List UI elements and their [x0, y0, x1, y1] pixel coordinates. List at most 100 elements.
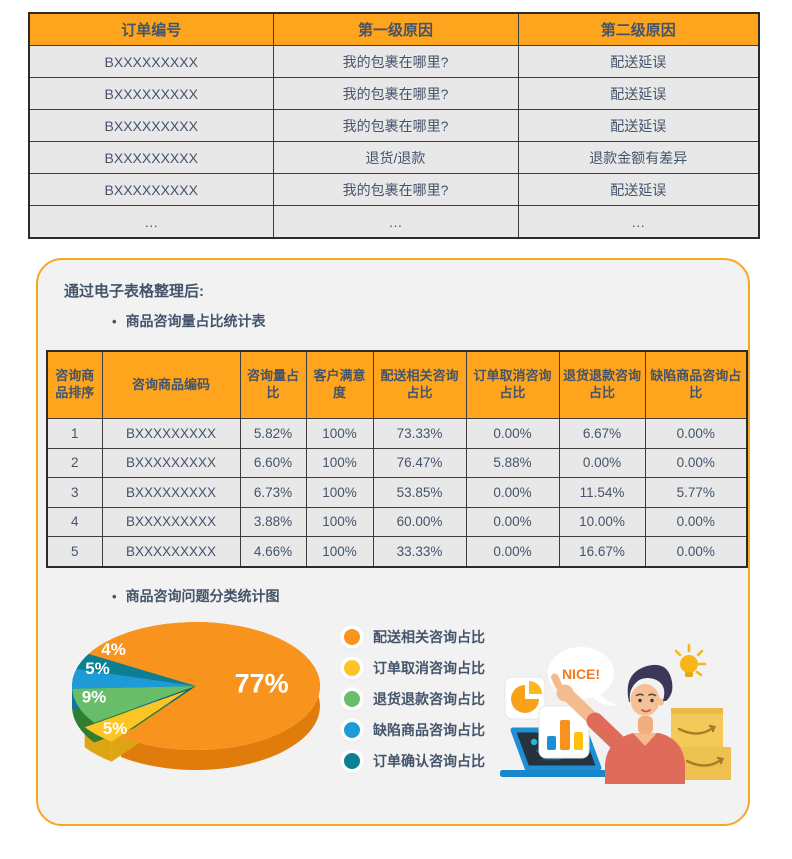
pie-slice-label: 5% [103, 719, 128, 738]
table-cell: 0.00% [644, 447, 748, 478]
table-row: 4 BXXXXXXXXX 3.88% 100% 60.00% 0.00% 10.00% 0.0… [46, 506, 748, 537]
bullet-stats-table-title: 商品咨询量占比统计表 [112, 311, 266, 331]
pie-slice [71, 668, 196, 689]
table-row: 1 BXXXXXXXXX 5.82% 100% 73.33% 0.00% 6.67% 0.00… [46, 418, 748, 449]
table-cell: 73.33% [372, 418, 467, 449]
table-cell: 3.88% [239, 506, 307, 537]
pie-legend: 配送相关咨询占比订单取消咨询占比 退货退款咨询占比 缺陷商品咨询占比 订单确认咨询占比 [344, 628, 485, 783]
table-row: BXXXXXXXXX 我的包裹在哪里? 配送延误 [28, 77, 760, 110]
legend-label: 订单确认咨询占比 [373, 752, 485, 769]
bar-chart-card [538, 705, 590, 759]
legend-label: 缺陷商品咨询占比 [373, 721, 485, 738]
header-cell: 咨询商品编码 [101, 350, 241, 419]
table-cell: BXXXXXXXXX [28, 109, 274, 142]
table-cell: … [517, 205, 760, 239]
summary-panel: 通过电子表格整理后: 商品咨询量占比统计表 咨询商品排序咨询商品编码咨询量占比客… [36, 258, 750, 826]
table-cell: 60.00% [372, 506, 467, 537]
nice-label: NICE! [562, 666, 600, 682]
legend-label: 订单取消咨询占比 [373, 659, 485, 676]
order-reasons-table: 订单编号 第一级原因 第二级原因 BXXXXXXXXX 我的包裹在哪里? 配送延误 BXX… [28, 12, 760, 239]
table-cell: 我的包裹在哪里? [272, 173, 519, 206]
table-cell: BXXXXXXXXX [28, 45, 274, 78]
table-cell: 2 [46, 447, 103, 478]
table-cell: BXXXXXXXXX [101, 418, 241, 449]
table-cell: 5.82% [239, 418, 307, 449]
table-cell: 33.33% [372, 536, 467, 567]
table-cell: 5.88% [465, 447, 560, 478]
legend-dot-icon [344, 659, 360, 676]
table-cell: 我的包裹在哪里? [272, 45, 519, 78]
pie-slice-label: 77% [235, 669, 289, 699]
legend-dot-icon [344, 628, 360, 645]
legend-item: 订单确认咨询占比 [344, 752, 485, 769]
table-cell: BXXXXXXXXX [28, 77, 274, 110]
legend-dot-icon [344, 721, 360, 738]
header-cell: 第二级原因 [517, 12, 760, 46]
table-cell: 0.00% [465, 477, 560, 508]
pie-slice-label: 9% [82, 687, 107, 706]
illustration: NICE! [500, 643, 731, 784]
table-cell: 100% [305, 506, 374, 537]
table-cell: 76.47% [372, 447, 467, 478]
consultation-stats-table-body: 1 BXXXXXXXXX 5.82% 100% 73.33% 0.00% 6.67% 0.00… [46, 418, 748, 567]
table-cell: 6.73% [239, 477, 307, 508]
table-cell: 0.00% [465, 536, 560, 567]
package-boxes [671, 708, 731, 780]
table-cell: 100% [305, 447, 374, 478]
consultation-stats-table: 咨询商品排序 咨询商品编码 咨询量占比 客户满意度 配送相关咨询占比 订单取消咨询占比 退货… [46, 350, 748, 568]
header-cell: 退货退款咨询占比 [558, 350, 646, 419]
table-cell: 0.00% [558, 447, 646, 478]
order-reasons-table-body: BXXXXXXXXX 我的包裹在哪里? 配送延误 BXXXXXXXXX 我的包裹在哪里?… [28, 45, 760, 239]
table-row: BXXXXXXXXX 我的包裹在哪里? 配送延误 [28, 173, 760, 206]
header-row: 咨询商品排序 咨询商品编码 咨询量占比 客户满意度 配送相关咨询占比 订单取消咨询占比 退货… [46, 350, 748, 419]
legend-item: 缺陷商品咨询占比 [344, 721, 485, 738]
pie-slice [84, 690, 187, 742]
header-cell: 客户满意度 [305, 350, 374, 419]
table-cell: 0.00% [644, 418, 748, 449]
table-cell: 退货/退款 [272, 141, 519, 174]
table-cell: 0.00% [644, 506, 748, 537]
table-row: BXXXXXXXXX 退货/退款 退款金额有差异 [28, 141, 760, 174]
legend-label: 退货退款咨询占比 [373, 690, 485, 707]
table-cell: 4 [46, 506, 103, 537]
table-cell: 100% [305, 418, 374, 449]
table-cell: 53.85% [372, 477, 467, 508]
pie-chart: 77%5%9%5%4% [71, 622, 320, 771]
consultation-stats-table-head: 咨询商品排序 咨询商品编码 咨询量占比 客户满意度 配送相关咨询占比 订单取消咨询占比 退货… [46, 350, 748, 419]
legend-dot-icon [344, 690, 360, 707]
thumbs-up-arm [551, 673, 628, 753]
legend-item: 配送相关咨询占比 [344, 628, 485, 645]
table-cell: BXXXXXXXXX [28, 173, 274, 206]
table-cell: 配送延误 [517, 45, 760, 78]
legend-item: 订单取消咨询占比 [344, 659, 485, 676]
table-cell: 我的包裹在哪里? [272, 77, 519, 110]
pie-chart-card [504, 676, 546, 720]
table-cell: … [28, 205, 274, 239]
table-cell: 6.60% [239, 447, 307, 478]
table-row: BXXXXXXXXX 我的包裹在哪里? 配送延误 [28, 45, 760, 78]
header-cell: 咨询量占比 [239, 350, 307, 419]
table-cell: 我的包裹在哪里? [272, 109, 519, 142]
header-cell: 咨询商品排序 [46, 350, 103, 419]
legend-item: 退货退款咨询占比 [344, 690, 485, 707]
table-row: 3 BXXXXXXXXX 6.73% 100% 53.85% 0.00% 11.54% 5.7… [46, 477, 748, 508]
table-cell: BXXXXXXXXX [101, 506, 241, 537]
table-cell: 5.77% [644, 477, 748, 508]
order-reasons-table-head: 订单编号 第一级原因 第二级原因 [28, 12, 760, 46]
table-cell: 5 [46, 536, 103, 567]
table-cell: 6.67% [558, 418, 646, 449]
header-cell: 缺陷商品咨询占比 [644, 350, 748, 419]
header-cell: 订单取消咨询占比 [465, 350, 560, 419]
table-cell: 配送延误 [517, 173, 760, 206]
table-cell: 退款金额有差异 [517, 141, 760, 174]
table-cell: 4.66% [239, 536, 307, 567]
header-cell: 第一级原因 [272, 12, 519, 46]
table-cell: 0.00% [465, 418, 560, 449]
table-cell: 0.00% [644, 536, 748, 567]
table-cell: BXXXXXXXXX [101, 477, 241, 508]
bullet-pie-chart-title: 商品咨询问题分类统计图 [112, 586, 280, 606]
header-row: 订单编号 第一级原因 第二级原因 [28, 12, 760, 46]
table-cell: 配送延误 [517, 109, 760, 142]
lightbulb-icon [674, 643, 707, 677]
